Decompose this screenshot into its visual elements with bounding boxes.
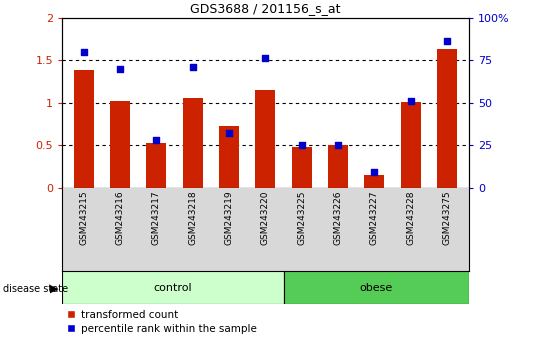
Text: GSM243228: GSM243228 (406, 190, 415, 245)
Point (261, 56, 270, 61)
Bar (62, 271, 284, 304)
Point (189, 64, 197, 70)
Point (116, 66, 125, 72)
Bar (401, 102, 421, 188)
Title: GDS3688 / 201156_s_at: GDS3688 / 201156_s_at (190, 2, 341, 15)
Bar (328, 145, 348, 188)
Point (298, 142, 306, 148)
Bar (364, 175, 384, 188)
Bar (147, 143, 167, 188)
Text: control: control (154, 282, 192, 293)
Bar (183, 98, 203, 188)
Bar (255, 90, 275, 188)
Bar (74, 70, 94, 188)
Text: disease state: disease state (3, 284, 68, 293)
Text: GSM243216: GSM243216 (116, 190, 125, 245)
Text: ▶: ▶ (50, 284, 59, 293)
Text: GSM243217: GSM243217 (152, 190, 161, 245)
Bar (437, 49, 457, 188)
Text: obese: obese (360, 282, 393, 293)
Text: GSM243275: GSM243275 (443, 190, 452, 245)
Point (406, 98, 415, 104)
Point (334, 142, 342, 148)
Text: GSM243227: GSM243227 (370, 190, 379, 245)
Point (152, 137, 161, 143)
Legend: transformed count, percentile rank within the sample: transformed count, percentile rank withi… (67, 310, 257, 334)
Text: GSM243219: GSM243219 (225, 190, 233, 245)
Bar (219, 126, 239, 188)
Text: GSM243220: GSM243220 (261, 190, 270, 245)
Text: GSM243225: GSM243225 (298, 190, 306, 245)
Text: GSM243215: GSM243215 (79, 190, 88, 245)
Bar (110, 101, 130, 188)
Point (79, 49, 88, 55)
Point (443, 39, 452, 44)
Text: GSM243218: GSM243218 (188, 190, 197, 245)
Bar (284, 271, 469, 304)
Point (370, 170, 379, 175)
Text: GSM243226: GSM243226 (334, 190, 343, 245)
Point (225, 130, 233, 136)
Bar (292, 147, 312, 188)
